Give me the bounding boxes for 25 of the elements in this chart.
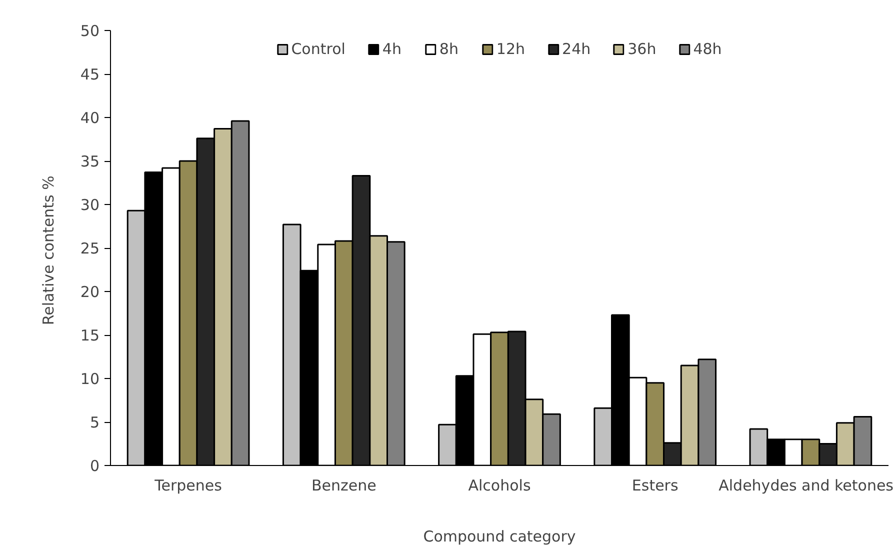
y-tick-label: 20 <box>80 283 100 301</box>
y-tick-label: 10 <box>80 370 100 388</box>
legend-label: 36h <box>628 40 656 58</box>
legend-label: Control <box>291 40 346 58</box>
legend-label: 8h <box>439 40 460 58</box>
legend-label: 24h <box>562 40 591 58</box>
x-tick-label: Terpenes <box>154 476 222 494</box>
y-tick-label: 0 <box>90 457 100 475</box>
legend-label: 4h <box>382 40 402 58</box>
y-tick-label: 25 <box>80 240 100 258</box>
y-tick-label: 35 <box>80 152 100 170</box>
y-axis-title: Relative contents % <box>39 176 58 326</box>
x-axis-title: Compound category <box>423 528 576 546</box>
y-tick-label: 50 <box>80 22 100 40</box>
y-tick-label: 40 <box>80 109 100 127</box>
y-tick-label: 15 <box>80 326 100 344</box>
x-tick-label: Aldehydes and ketones <box>718 476 893 494</box>
x-tick-label: Esters <box>632 476 678 494</box>
y-tick-label: 5 <box>90 414 100 432</box>
legend-label: 48h <box>693 40 722 58</box>
legend-label: 12h <box>496 40 526 58</box>
x-tick-label: Alcohols <box>468 476 531 494</box>
y-tick-label: 45 <box>80 66 100 84</box>
x-tick-label: Benzene <box>311 476 376 494</box>
y-tick-label: 30 <box>80 196 100 214</box>
